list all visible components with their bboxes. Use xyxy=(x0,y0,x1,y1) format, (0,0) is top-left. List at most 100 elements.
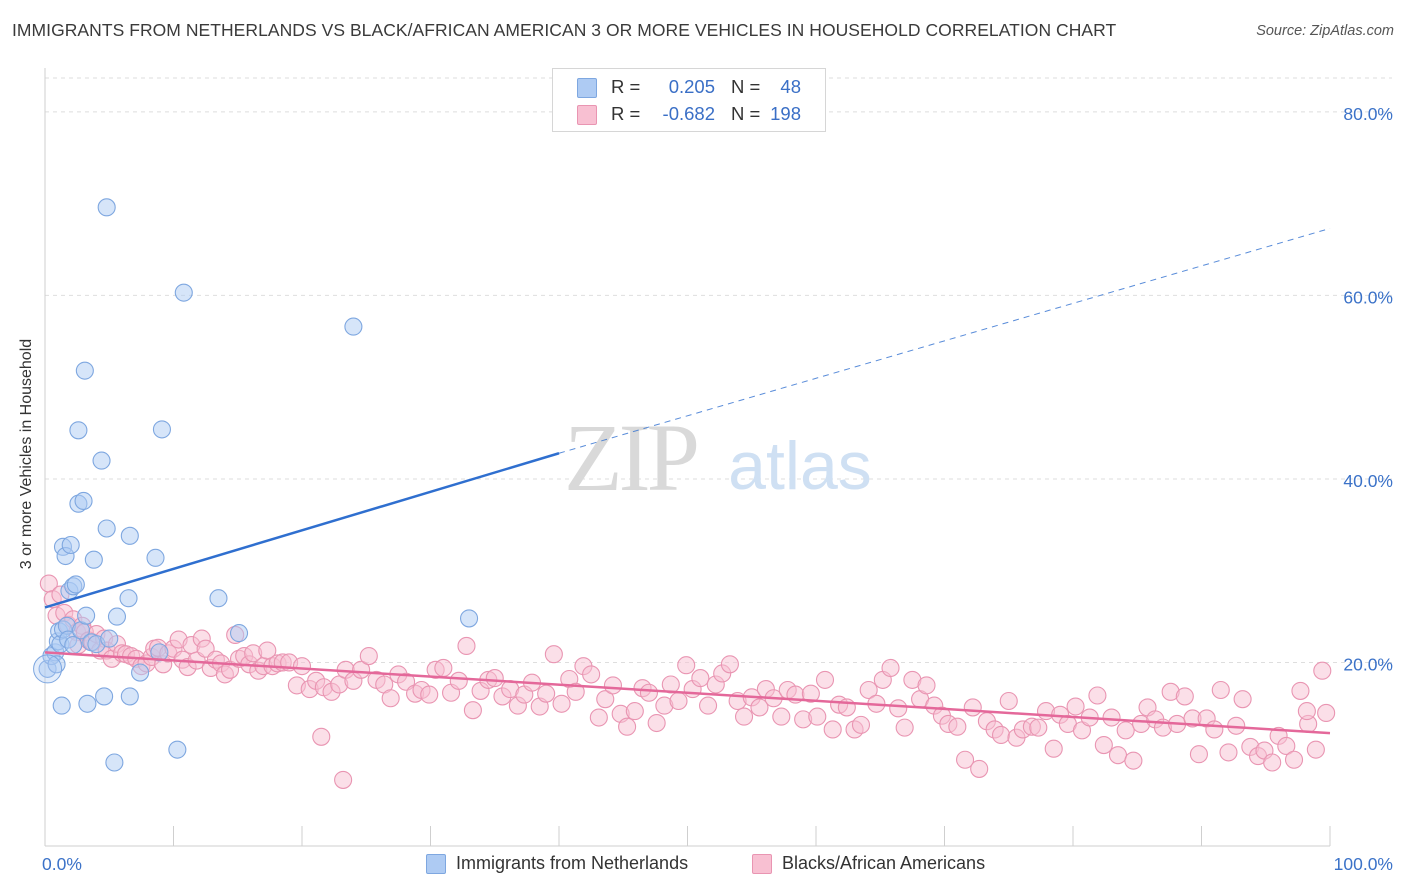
netherlands-point xyxy=(97,519,116,538)
black-point xyxy=(1088,686,1107,705)
y-tick-label: 80.0% xyxy=(1343,104,1393,124)
black-point xyxy=(677,656,696,675)
black-point xyxy=(1116,721,1135,740)
black-point xyxy=(618,717,637,736)
black-point xyxy=(895,718,914,737)
r-label: R = xyxy=(611,103,641,124)
r-label: R = xyxy=(611,76,641,97)
y-axis-label: 3 or more Vehicles in Household xyxy=(18,338,35,570)
netherlands-point xyxy=(120,526,139,545)
black-point xyxy=(1044,739,1063,758)
netherlands-point xyxy=(66,575,85,594)
black-point xyxy=(661,675,680,694)
black-point xyxy=(544,645,563,664)
black-point xyxy=(917,676,936,695)
axes xyxy=(44,68,1331,847)
black-point xyxy=(720,655,739,674)
black-point xyxy=(582,665,601,684)
netherlands-point xyxy=(152,420,171,439)
stats-swatch-netherlands xyxy=(577,78,597,98)
black-point xyxy=(963,698,982,717)
black-point xyxy=(457,636,476,656)
netherlands-point xyxy=(174,283,193,302)
black-point xyxy=(691,669,710,688)
black-point xyxy=(1066,697,1085,716)
r-value: 0.205 xyxy=(668,76,715,97)
stats-swatch-black xyxy=(577,105,597,125)
netherlands-trend-extension xyxy=(558,227,1331,454)
stats-box: R = 0.205 N = 48 R = -0.682 N = 198 xyxy=(552,68,826,132)
n-value: 48 xyxy=(780,76,801,97)
black-point xyxy=(603,676,623,695)
black-point xyxy=(889,699,908,718)
black-point xyxy=(859,680,878,700)
black-point xyxy=(851,715,871,734)
black-point xyxy=(1205,720,1224,739)
watermark: ZIP atlas xyxy=(564,404,872,511)
y-tick-label: 20.0% xyxy=(1343,654,1393,674)
black-point xyxy=(334,770,353,789)
legend-label-netherlands: Immigrants from Netherlands xyxy=(456,853,689,873)
netherlands-point xyxy=(168,740,187,759)
netherlands-point xyxy=(120,687,139,706)
netherlands-point xyxy=(74,491,93,511)
netherlands-point xyxy=(61,535,80,555)
black-point xyxy=(1124,751,1143,770)
black-point xyxy=(485,669,504,688)
black-point xyxy=(589,708,608,727)
netherlands-point xyxy=(100,629,119,648)
watermark-zip: ZIP xyxy=(564,404,697,511)
black-point xyxy=(808,707,827,726)
y-tick-label: 40.0% xyxy=(1343,471,1393,491)
black-point xyxy=(552,694,571,713)
black-point xyxy=(1189,745,1208,764)
netherlands-point xyxy=(77,606,96,625)
black-point xyxy=(801,684,820,703)
black-point xyxy=(566,682,585,701)
black-point xyxy=(991,725,1011,745)
black-point xyxy=(734,707,754,726)
black-point xyxy=(1029,718,1048,737)
tick-labels: 20.0% 40.0% 60.0% 80.0% 0.0% 100.0% xyxy=(42,104,1393,874)
black-point xyxy=(1306,740,1325,759)
chart-title: IMMIGRANTS FROM NETHERLANDS VS BLACK/AFR… xyxy=(12,20,1117,40)
black-point xyxy=(196,639,215,658)
netherlands-point xyxy=(459,609,479,628)
black-point xyxy=(449,671,468,690)
netherlands-point xyxy=(107,607,127,626)
black-point xyxy=(537,684,556,703)
black-point xyxy=(420,685,439,704)
black-point xyxy=(1291,681,1310,700)
n-value: 198 xyxy=(770,103,801,124)
black-point xyxy=(1219,743,1238,762)
black-point xyxy=(292,657,312,676)
black-point xyxy=(750,698,769,717)
grid-lines xyxy=(45,77,1392,663)
black-point xyxy=(881,658,900,678)
r-value: -0.682 xyxy=(662,103,715,124)
black-point xyxy=(1263,753,1282,772)
netherlands-point xyxy=(146,548,165,567)
data-points xyxy=(33,198,1336,789)
netherlands-point xyxy=(92,451,111,470)
y-tick-label: 60.0% xyxy=(1343,287,1393,307)
netherlands-point xyxy=(229,624,249,643)
x-tick-label: 100.0% xyxy=(1334,854,1393,874)
black-point xyxy=(823,720,842,739)
netherlands-point xyxy=(119,589,138,608)
black-point xyxy=(352,660,371,679)
black-point xyxy=(815,670,835,689)
black-point xyxy=(1211,680,1230,700)
netherlands-point xyxy=(52,696,71,715)
netherlands-point xyxy=(84,550,103,569)
black-point xyxy=(647,713,666,733)
black-point xyxy=(772,707,791,726)
netherlands-point xyxy=(131,663,150,682)
netherlands-point xyxy=(95,687,114,706)
black-point xyxy=(699,696,718,715)
black-point xyxy=(1233,690,1252,709)
black-point xyxy=(312,727,331,746)
netherlands-point xyxy=(78,694,97,713)
trend-lines xyxy=(44,227,1331,735)
